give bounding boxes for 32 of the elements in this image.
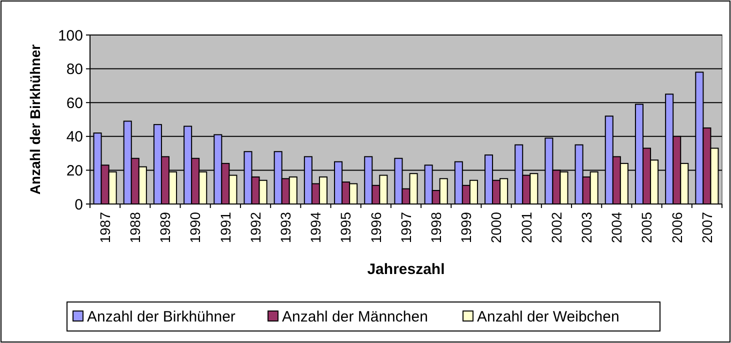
x-tick-label: 1991 — [217, 212, 234, 244]
x-tick-label: 1998 — [428, 212, 444, 244]
x-tick-label: 1999 — [458, 212, 474, 244]
y-tick-label: 0 — [74, 196, 83, 214]
x-tick-label: 2002 — [548, 212, 564, 244]
y-tick-label: 40 — [66, 128, 83, 146]
y-tick-label: 20 — [66, 162, 83, 180]
y-tick-label: 80 — [66, 61, 83, 78]
x-tick-label: 1995 — [338, 212, 354, 244]
x-tick-label: 1987 — [96, 212, 113, 244]
x-tick-label: 2000 — [488, 212, 504, 244]
x-tick-label: 1993 — [278, 212, 294, 244]
x-tick-label: 2005 — [638, 212, 655, 244]
y-tick-label: 100 — [58, 27, 83, 44]
x-tick-label: 1994 — [308, 212, 324, 244]
legend-label: Anzahl der Birkhühner — [87, 308, 236, 326]
x-tick-label: 2007 — [698, 212, 715, 244]
x-tick-label: 1989 — [157, 212, 174, 244]
x-tick-label: 1997 — [398, 212, 414, 244]
x-tick-label: 1992 — [247, 212, 264, 244]
x-tick-label: 1988 — [127, 212, 144, 244]
legend-label: Anzahl der Weibchen — [477, 308, 620, 326]
x-tick-label: 1990 — [187, 212, 204, 244]
x-tick-label: 1996 — [368, 212, 384, 244]
x-tick-label: 2006 — [668, 212, 685, 244]
x-tick-label: 2003 — [578, 212, 594, 244]
x-tick-label: 2004 — [608, 212, 625, 244]
y-axis-title: Anzahl der Birkhühner — [27, 44, 43, 195]
x-axis-title: Jahreszahl — [367, 261, 445, 278]
legend-label: Anzahl der Männchen — [282, 308, 428, 326]
y-tick-label: 60 — [66, 94, 83, 112]
x-tick-label: 2001 — [518, 212, 534, 244]
